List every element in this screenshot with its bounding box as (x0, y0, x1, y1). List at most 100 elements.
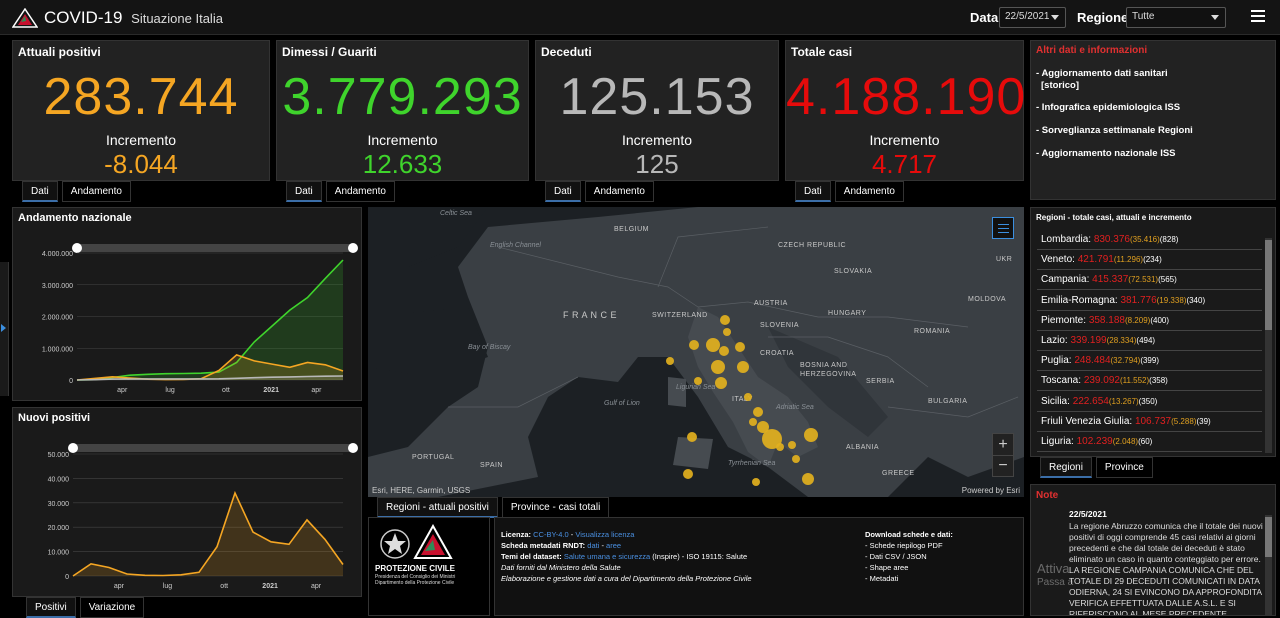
series-line (76, 259, 344, 381)
region-bubble[interactable] (720, 315, 730, 325)
slider-handle[interactable] (348, 243, 358, 253)
region-bubble[interactable] (752, 478, 760, 486)
region-bubble[interactable] (802, 473, 814, 485)
region-increment: (828) (1159, 235, 1179, 244)
region-bubble[interactable] (666, 357, 674, 365)
info-link-iss[interactable]: - Aggiornamento nazionale ISS (1036, 148, 1176, 159)
region-bubble[interactable] (683, 469, 693, 479)
region-bubble[interactable] (749, 418, 757, 426)
side-panel-handle[interactable] (0, 262, 9, 396)
map-view[interactable]: + − Esri, HERE, Garmin, USGS Powered by … (368, 207, 1024, 497)
tab-andamento[interactable]: Andamento (61, 181, 131, 202)
region-bubble[interactable] (689, 340, 699, 350)
region-bubble[interactable] (735, 342, 745, 352)
map-powered-by: Powered by Esri (961, 486, 1020, 495)
date-value: 22/5/2021 (1005, 11, 1050, 22)
region-bubble[interactable] (694, 377, 702, 385)
info-link-dati-sanitari[interactable]: - Aggiornamento dati sanitari (1036, 68, 1168, 79)
tab-dati[interactable]: Dati (286, 181, 322, 202)
regions-scrollbar[interactable] (1265, 238, 1272, 453)
tab-dati[interactable]: Dati (22, 181, 58, 202)
tab-dati[interactable]: Dati (795, 181, 831, 202)
region-row[interactable]: Emilia-Romagna: 381.776(19.338)(340) (1037, 291, 1262, 311)
region-bubble[interactable] (792, 455, 800, 463)
scheda-aree-link[interactable]: aree (606, 541, 622, 550)
zoom-out-icon[interactable]: − (998, 457, 1008, 474)
region-row[interactable]: Toscana: 239.092(11.552)(358) (1037, 371, 1262, 392)
region-increment: (494) (1136, 336, 1156, 345)
tab-regioni-attuali-positivi[interactable]: Regioni - attuali positivi (377, 497, 498, 518)
slider-handle[interactable] (68, 443, 78, 453)
region-bubble[interactable] (706, 338, 720, 352)
slider-handle[interactable] (348, 443, 358, 453)
region-bubble[interactable] (753, 407, 763, 417)
download-metadati-link[interactable]: - Metadati (865, 574, 899, 583)
y-tick-label: 40.000 (48, 476, 70, 483)
region-bubble[interactable] (719, 346, 729, 356)
regions-heading: Regioni - totale casi, attuali e increme… (1036, 213, 1192, 222)
download-csv-link[interactable]: - Dati CSV / JSON (865, 552, 927, 561)
region-bubble[interactable] (687, 432, 697, 442)
kpi-card: Totale casi 4.188.190 Incremento 4.717 (785, 40, 1025, 181)
region-attuali: (13.267) (1108, 396, 1139, 406)
region-bubble[interactable] (744, 393, 752, 401)
map-label: SERBIA (866, 378, 895, 385)
zoom-in-icon[interactable]: + (993, 434, 1013, 456)
legend-list-icon[interactable] (992, 217, 1014, 239)
region-bubble[interactable] (804, 428, 818, 442)
time-slider-track (77, 244, 353, 252)
temi-rest: (Inspire) - ISO 19115: Salute (652, 552, 748, 561)
temi-link[interactable]: Salute umana e sicurezza (563, 552, 651, 561)
info-panel: Altri dati e informazioni - Aggiornament… (1030, 40, 1276, 200)
tab-andamento[interactable]: Andamento (834, 181, 904, 202)
tab-positivi[interactable]: Positivi (26, 597, 76, 618)
map-label: BOSNIA AND HERZEGOVINA (800, 362, 857, 378)
scheda-dati-link[interactable]: dati (587, 541, 600, 550)
kpi-increment-label: Incremento (621, 132, 693, 148)
region-select[interactable]: Tutte (1126, 7, 1226, 28)
map-label: Celtic Sea (440, 210, 472, 217)
region-row[interactable]: Friuli Venezia Giulia: 106.737(5.288)(39… (1037, 412, 1262, 432)
tab-variazione[interactable]: Variazione (79, 597, 145, 618)
region-bubble[interactable] (788, 441, 796, 449)
region-bubble[interactable] (776, 443, 784, 451)
map-label: ALBANIA (846, 444, 880, 451)
region-row[interactable]: Sicilia: 222.654(13.267)(350) (1037, 392, 1262, 412)
region-row[interactable]: Liguria: 102.239(2.048)(60) (1037, 432, 1262, 452)
region-row[interactable]: Piemonte: 358.188(8.209)(400) (1037, 311, 1262, 331)
tab-dati[interactable]: Dati (545, 181, 581, 202)
info-link-storico[interactable]: [storico] (1041, 80, 1079, 91)
x-tick-label: 2021 (262, 583, 278, 590)
y-tick-label: 50.000 (48, 452, 70, 459)
info-link-infografica[interactable]: - Infografica epidemiologica ISS (1036, 102, 1181, 113)
kpi-value: 3.779.293 (282, 68, 523, 126)
region-row[interactable]: Lombardia: 830.376(35.416)(828) (1037, 230, 1262, 250)
tab-andamento[interactable]: Andamento (325, 181, 395, 202)
tab-province[interactable]: Province (1095, 457, 1153, 478)
note-scrollbar[interactable] (1265, 515, 1272, 615)
region-row[interactable]: Campania: 415.337(72.531)(565) (1037, 270, 1262, 291)
tab-province-casi-totali[interactable]: Province - casi totali (501, 497, 610, 518)
region-total: 830.376 (1093, 234, 1130, 245)
download-shape-link[interactable]: - Shape aree (865, 563, 909, 572)
region-bubble[interactable] (737, 361, 749, 373)
date-select[interactable]: 22/5/2021 (999, 7, 1066, 28)
slider-handle[interactable] (72, 243, 82, 253)
licenza-value-link[interactable]: CC-BY-4.0 (533, 530, 569, 539)
tab-regioni[interactable]: Regioni (1040, 457, 1092, 478)
licenza-link[interactable]: Visualizza licenza (575, 530, 635, 539)
region-bubble[interactable] (715, 377, 727, 389)
download-pdf-link[interactable]: - Schede riepilogo PDF (865, 541, 943, 550)
region-bubble[interactable] (723, 328, 731, 336)
region-row[interactable]: Veneto: 421.791(11.296)(234) (1037, 250, 1262, 271)
region-row[interactable]: Puglia: 248.484(32.794)(399) (1037, 351, 1262, 372)
region-name: Puglia: (1041, 355, 1072, 367)
kpi-tabs: Dati Andamento (22, 181, 131, 202)
info-link-sorveglianza[interactable]: - Sorveglianza settimanale Regioni (1036, 125, 1193, 136)
menu-icon[interactable] (1251, 10, 1265, 22)
x-tick-label: apr (311, 387, 322, 394)
region-total: 239.092 (1083, 375, 1120, 387)
region-bubble[interactable] (711, 360, 725, 374)
region-row[interactable]: Lazio: 339.199(28.334)(494) (1037, 331, 1262, 351)
tab-andamento[interactable]: Andamento (584, 181, 654, 202)
